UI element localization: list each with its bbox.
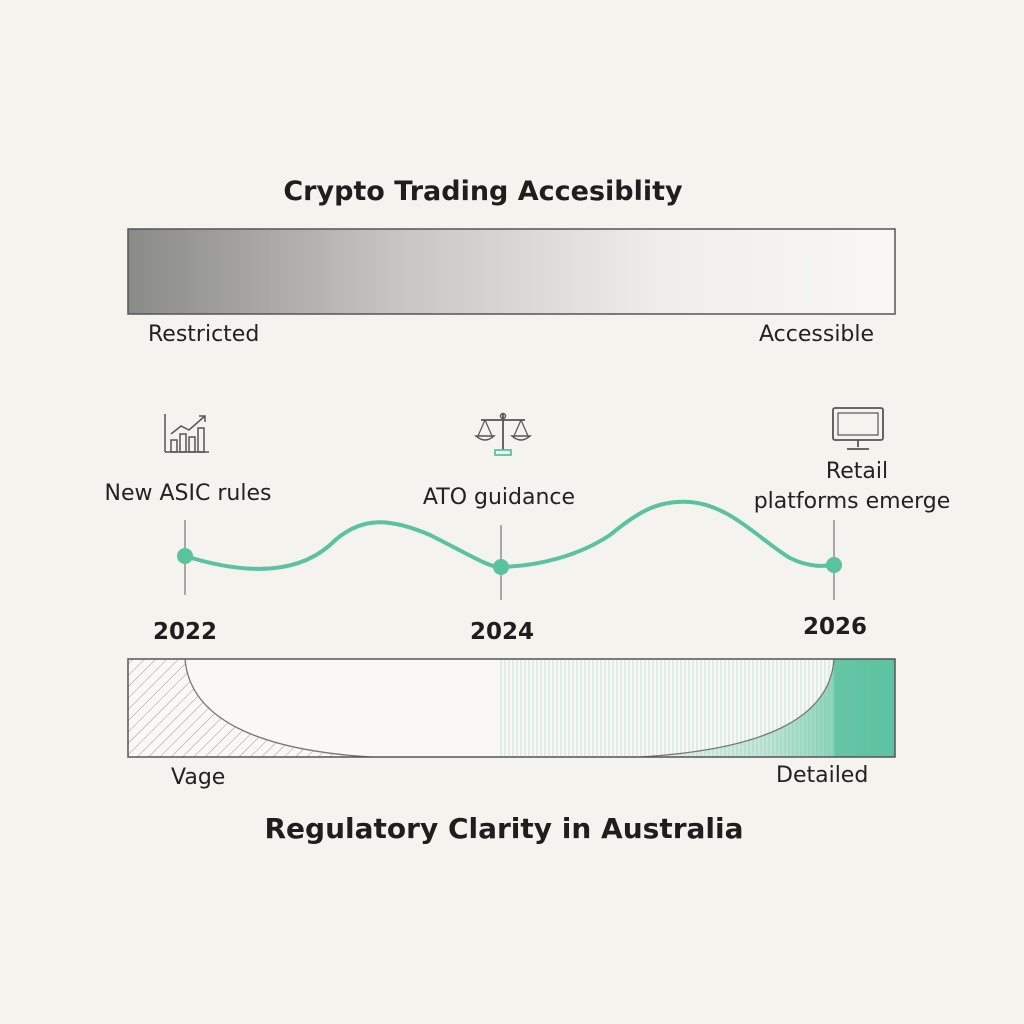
bar-chart-trend-icon <box>164 414 209 453</box>
vague-label: Vage <box>171 765 226 790</box>
year-2026: 2026 <box>802 614 868 640</box>
timeline-point-2022 <box>177 548 193 564</box>
event-label-2026-line1: Retail <box>825 459 889 484</box>
accessibility-title: Crypto Trading Accesiblity <box>283 176 683 207</box>
timeline-point-2026 <box>826 557 842 573</box>
event-label-2022: New ASIC rules <box>104 481 272 506</box>
restricted-label: Restricted <box>148 322 260 347</box>
accessible-label: Accessible <box>759 322 875 347</box>
timeline-point-2024 <box>493 559 509 575</box>
event-label-2024: ATO guidance <box>422 485 576 510</box>
event-label-2026-line2: platforms emerge <box>753 489 951 514</box>
clarity-title: Regulatory Clarity in Australia <box>264 812 744 845</box>
clarity-gradient-bar <box>128 659 895 757</box>
year-2022: 2022 <box>152 619 218 645</box>
computer-monitor-icon <box>832 407 884 450</box>
detailed-label: Detailed <box>776 763 869 788</box>
scales-of-justice-icon <box>474 412 532 456</box>
year-2024: 2024 <box>469 619 535 645</box>
timeline-curve <box>183 499 836 571</box>
accessibility-gradient-bar <box>127 228 896 315</box>
